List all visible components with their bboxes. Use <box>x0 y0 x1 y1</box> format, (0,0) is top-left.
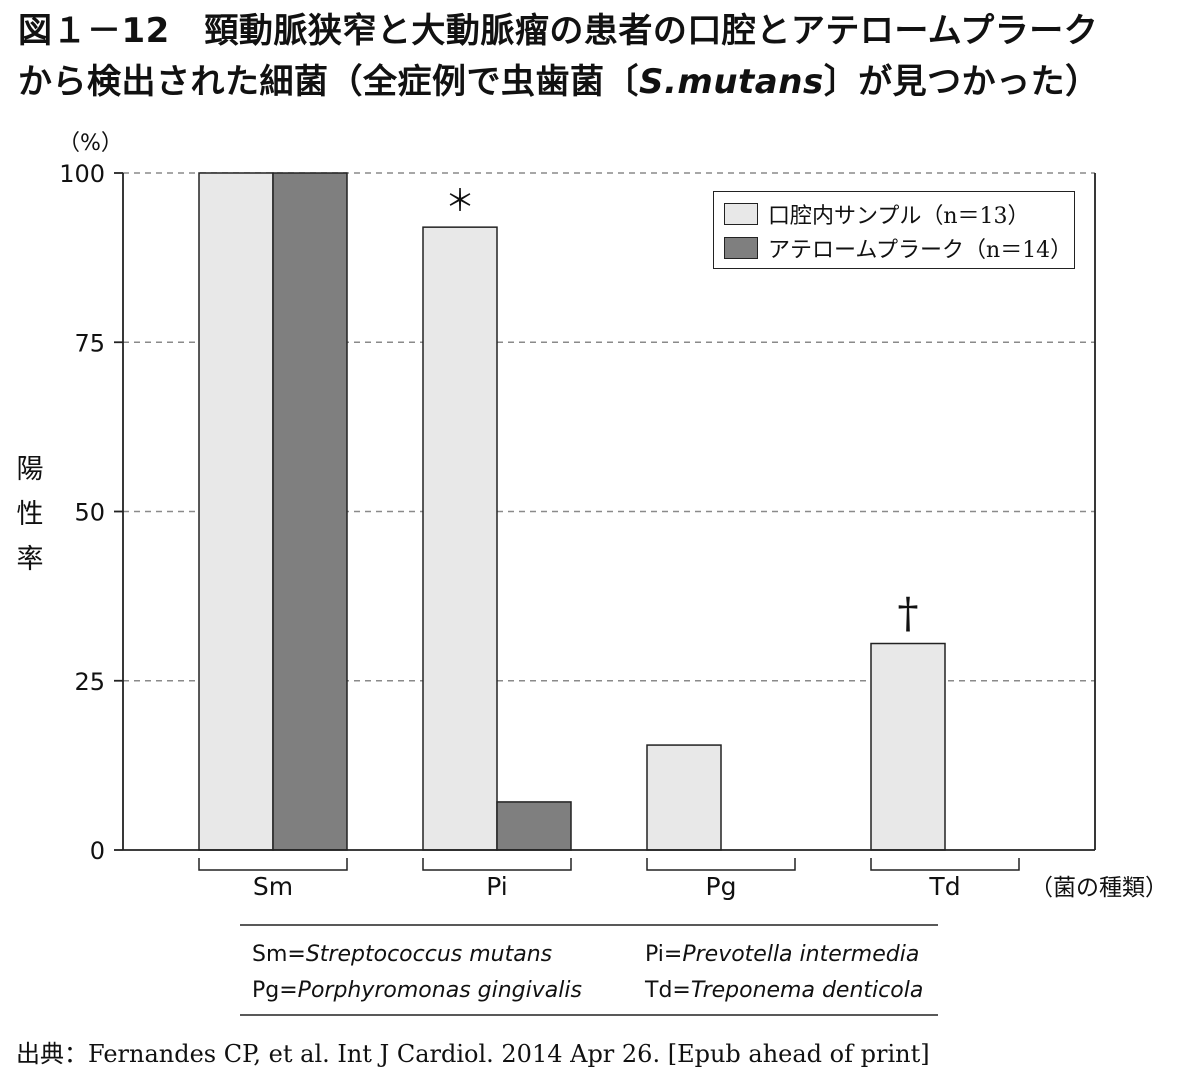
bar-Sm-series-1 <box>272 172 348 851</box>
category-label-Td: Td <box>928 872 960 901</box>
category-bracket-Pg <box>646 858 796 871</box>
bar-Sm-series-0 <box>198 172 274 851</box>
y-axis-label-char: 陽 <box>17 454 44 485</box>
annotation-Td: † <box>898 589 919 638</box>
y-axis-label-char: 率 <box>17 544 44 575</box>
bar-Pg-series-0 <box>646 744 722 851</box>
key-species-name: Treponema denticola <box>691 978 923 1003</box>
key-species-name: Streptococcus mutans <box>306 942 552 967</box>
category-bracket-Td <box>870 858 1020 871</box>
y-axis-label: 陽性率 <box>17 454 44 575</box>
key-species-name: Porphyromonas gingivalis <box>298 978 582 1003</box>
category-label-Pg: Pg <box>706 872 737 901</box>
chart-title: 図１－12 頸動脈狭窄と大動脈瘤の患者の口腔とアテロームプラーク から検出された… <box>18 6 1168 108</box>
category-bracket-Sm <box>198 858 348 871</box>
y-tick-label: 25 <box>74 668 105 696</box>
category-bracket-Pi <box>422 858 572 871</box>
key-abbr: Pg= <box>252 978 298 1003</box>
chart-legend: 口腔内サンプル（n＝13） アテロームプラーク（n＝14） <box>713 191 1075 269</box>
title-line-1: 図１－12 頸動脈狭窄と大動脈瘤の患者の口腔とアテロームプラーク <box>18 11 1099 51</box>
key-abbr: Sm= <box>252 942 306 967</box>
y-tick-label: 75 <box>74 329 105 357</box>
title-line-2-prefix: から検出された細菌（全症例で虫歯菌〔 <box>18 62 639 102</box>
key-entry-Pg: Pg=Porphyromonas gingivalis <box>252 978 582 1003</box>
key-species-name: Prevotella intermedia <box>682 942 919 967</box>
title-line-2-suffix: 〕が見つかった） <box>823 62 1100 102</box>
bar-Pi-series-1 <box>496 801 572 851</box>
annotation-Pi: ＊ <box>445 184 475 219</box>
y-axis-label-char: 性 <box>17 499 44 530</box>
legend-swatch-plaque <box>724 237 758 259</box>
key-entry-Td: Td=Treponema denticola <box>644 978 923 1003</box>
y-tick-label: 50 <box>74 499 105 527</box>
legend-item-plaque: アテロームプラーク（n＝14） <box>724 233 1072 263</box>
category-label-Pi: Pi <box>486 872 507 901</box>
key-abbr: Pi= <box>645 942 682 967</box>
y-unit-label: （%） <box>58 131 123 156</box>
x-axis-title: （菌の種類） <box>1030 875 1168 901</box>
key-abbr: Td= <box>644 978 691 1003</box>
title-line-2: から検出された細菌（全症例で虫歯菌〔S.mutans〕が見つかった） <box>18 57 1168 108</box>
y-tick-label: 0 <box>90 837 105 865</box>
y-tick-label: 100 <box>59 160 105 188</box>
key-entry-Sm: Sm=Streptococcus mutans <box>252 942 552 967</box>
legend-label-oral: 口腔内サンプル（n＝13） <box>768 204 1030 229</box>
legend-swatch-oral <box>724 203 758 225</box>
legend-label-plaque: アテロームプラーク（n＝14） <box>768 238 1073 263</box>
source-citation: 出典：Fernandes CP, et al. Int J Cardiol. 2… <box>16 1040 930 1068</box>
bar-Pi-series-0 <box>422 226 498 851</box>
key-entry-Pi: Pi=Prevotella intermedia <box>645 942 919 967</box>
category-label-Sm: Sm <box>253 872 293 901</box>
title-species-name: S.mutans <box>639 62 824 102</box>
legend-item-oral: 口腔内サンプル（n＝13） <box>724 199 1030 229</box>
bar-Td-series-0 <box>870 642 946 851</box>
